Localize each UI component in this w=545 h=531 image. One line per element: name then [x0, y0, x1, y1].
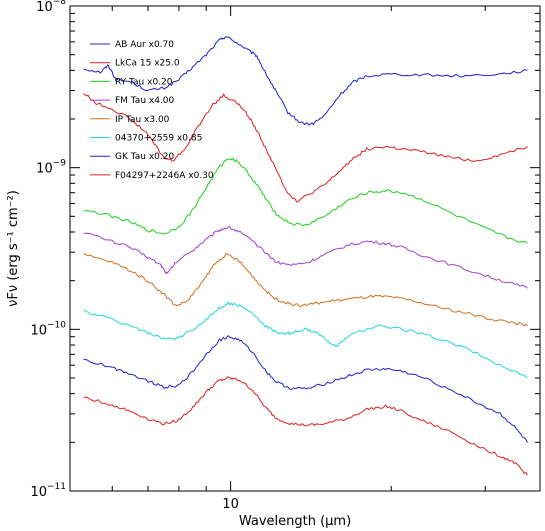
- legend-label: RY Tau x0.20: [115, 77, 173, 87]
- legend: AB Aur x0.70 LkCa 15 x25.0 RY Tau x0.20 FM …: [90, 40, 214, 181]
- x-tick-label: 10: [222, 497, 239, 512]
- x-axis-title: Wavelength (μm): [239, 514, 351, 529]
- series-line: [83, 225, 528, 289]
- plot-frame: [69, 5, 541, 492]
- y-tick-label: 10−10: [30, 320, 66, 338]
- legend-label: IP Tau x3.00: [115, 115, 170, 125]
- y-tick-label: 10−9: [36, 159, 66, 177]
- legend-label: 04370+2559 x0.85: [115, 134, 202, 144]
- series-line: [83, 252, 528, 327]
- y-tick-label: 10−11: [30, 482, 66, 500]
- y-tick-label: 10−8: [36, 0, 66, 15]
- series-line: [83, 157, 528, 244]
- legend-label: GK Tau x0.20: [115, 152, 174, 162]
- axes: [69, 5, 541, 492]
- series-line: [83, 301, 528, 379]
- series-group: [83, 36, 528, 476]
- legend-label: F04297+2246A x0.30: [115, 171, 214, 181]
- legend-label: FM Tau x4.00: [115, 96, 175, 106]
- series-line: [83, 93, 528, 203]
- legend-label: AB Aur x0.70: [115, 40, 174, 50]
- series-line: [83, 36, 528, 126]
- series-line: [83, 335, 528, 443]
- y-axis-title: νFν (erg s⁻¹ cm⁻²): [6, 190, 21, 307]
- axis-titles: Wavelength (μm) νFν (erg s⁻¹ cm⁻²): [6, 190, 351, 529]
- ticks: 10 10−8 10−9 10−10 10−11: [30, 0, 540, 512]
- series-line: [83, 376, 528, 476]
- legend-label: LkCa 15 x25.0: [115, 59, 180, 69]
